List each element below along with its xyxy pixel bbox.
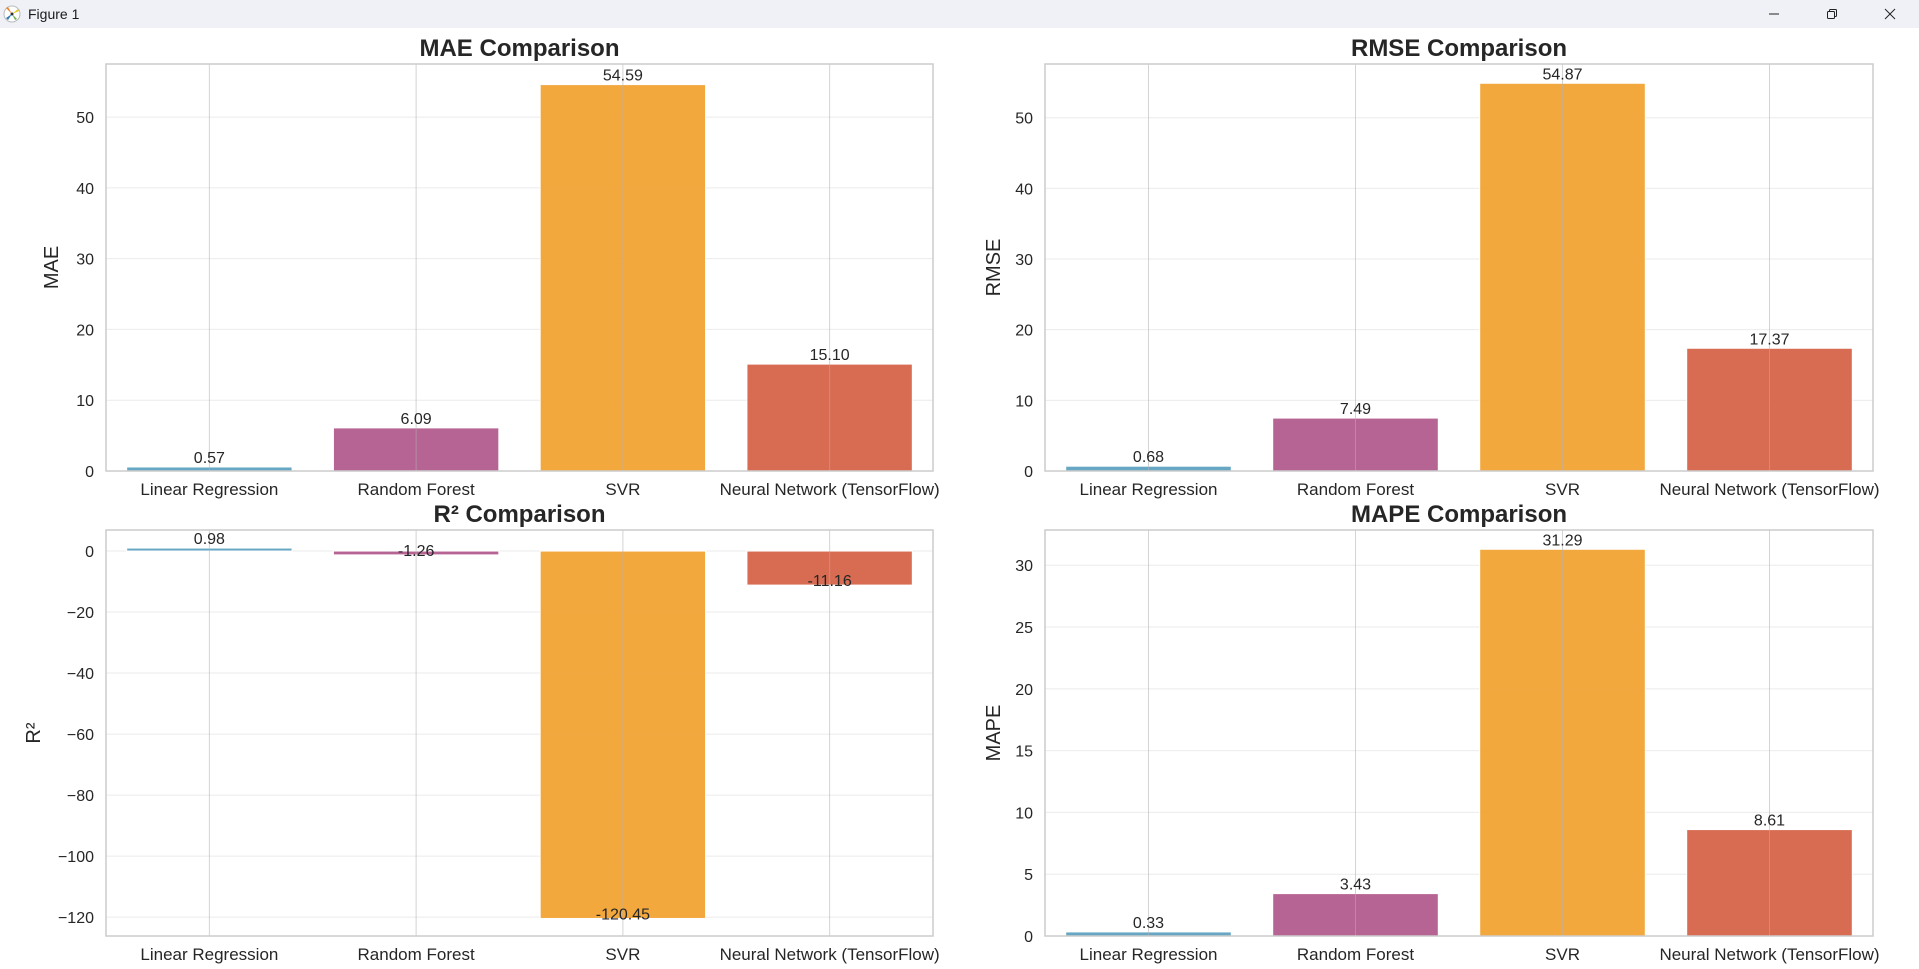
chart-title: MAPE Comparison	[1351, 501, 1567, 528]
y-tick-label: 0	[85, 544, 94, 561]
bar-value-label: 0.68	[1133, 449, 1164, 466]
bar-value-label: -120.45	[596, 906, 650, 923]
y-tick-label: 40	[76, 181, 94, 198]
x-tick-label: Linear Regression	[140, 480, 278, 499]
x-tick-label: Linear Regression	[140, 945, 278, 964]
y-tick-label: −120	[58, 910, 94, 927]
restore-icon	[1827, 9, 1837, 19]
axes-frame	[1044, 63, 1874, 472]
window-controls	[1745, 0, 1919, 28]
y-axis-label: RMSE	[983, 239, 1005, 297]
bar-value-label: 17.37	[1749, 331, 1789, 348]
bar-value-label: 8.61	[1754, 813, 1785, 830]
bar-value-label: 0.57	[194, 450, 225, 467]
x-tick-label: Random Forest	[358, 480, 475, 499]
y-tick-label: 10	[76, 393, 94, 410]
restore-button[interactable]	[1803, 0, 1861, 28]
y-tick-label: 30	[1015, 558, 1033, 575]
y-tick-label: −100	[58, 849, 94, 866]
x-tick-label: Neural Network (TensorFlow)	[720, 945, 940, 964]
bar-value-label: 54.59	[603, 68, 643, 85]
bar-value-label: 7.49	[1340, 401, 1371, 418]
bar-value-label: 0.33	[1133, 915, 1164, 932]
y-tick-label: 10	[1015, 805, 1033, 822]
y-tick-label: 20	[1015, 323, 1033, 340]
x-tick-label: SVR	[1545, 480, 1580, 499]
bar-value-label: -11.16	[808, 573, 852, 590]
y-axis-label: R²	[23, 722, 45, 743]
bar-value-label: 3.43	[1340, 877, 1371, 894]
y-tick-label: −40	[67, 666, 94, 683]
y-tick-label: 30	[1015, 252, 1033, 269]
window-title: Figure 1	[28, 6, 80, 22]
x-tick-label: Random Forest	[358, 945, 475, 964]
chart-title: R² Comparison	[433, 501, 605, 528]
bar-value-label: 15.10	[810, 347, 850, 364]
x-tick-label: Neural Network (TensorFlow)	[1659, 480, 1879, 499]
matplotlib-icon	[2, 4, 22, 24]
close-button[interactable]	[1861, 0, 1919, 28]
subplot-rmse: 0.68 7.49 54.87 17.37 0 10 20 30 40 50 Linear Regr…	[983, 35, 1880, 499]
plot-area	[106, 530, 933, 936]
bar-value-label: 31.29	[1542, 532, 1582, 549]
close-icon	[1884, 8, 1896, 20]
y-tick-label: −60	[67, 727, 94, 744]
y-tick-label: 50	[1015, 111, 1033, 128]
y-axis-label: MAE	[41, 246, 63, 289]
bar-value-label: 54.87	[1542, 66, 1582, 83]
y-tick-label: 5	[1024, 867, 1033, 884]
y-tick-label: 10	[1015, 393, 1033, 410]
axes-frame	[1044, 529, 1874, 937]
subplot-mape: 0.33 3.43 31.29 8.61 0 5 10 15 20 25 30 Linear Regr…	[983, 501, 1880, 964]
y-tick-label: −20	[67, 605, 94, 622]
x-tick-label: Linear Regression	[1080, 945, 1218, 964]
y-tick-label: 50	[76, 110, 94, 127]
y-tick-label: 20	[1015, 682, 1033, 699]
y-tick-label: −80	[67, 788, 94, 805]
subplot-mae: 0.57 6.09 54.59 15.10 0 10 20 30 40 50 Linear Regr…	[41, 35, 940, 499]
y-axis-label: MAPE	[983, 705, 1005, 762]
x-tick-label: Neural Network (TensorFlow)	[720, 480, 940, 499]
x-tick-label: Neural Network (TensorFlow)	[1659, 945, 1879, 964]
y-tick-label: 0	[85, 464, 94, 481]
y-tick-label: 20	[76, 322, 94, 339]
chart-title: MAE Comparison	[419, 35, 619, 62]
x-tick-label: Linear Regression	[1080, 480, 1218, 499]
y-tick-label: 15	[1015, 744, 1033, 761]
x-tick-label: Random Forest	[1297, 480, 1414, 499]
minimize-button[interactable]	[1745, 0, 1803, 28]
axes-frame	[105, 529, 934, 937]
x-tick-label: SVR	[605, 945, 640, 964]
chart-title: RMSE Comparison	[1351, 35, 1567, 62]
y-tick-label: 0	[1024, 929, 1033, 946]
bar-value-label: -1.26	[398, 543, 435, 560]
y-tick-label: 30	[76, 252, 94, 269]
subplot-r2: 0.98 -1.26 -120.45 -11.16 0 −20 −40 −60 −80 −100 −…	[23, 501, 940, 964]
x-tick-label: Random Forest	[1297, 945, 1414, 964]
window-titlebar: Figure 1	[0, 0, 1919, 28]
y-tick-label: 0	[1024, 464, 1033, 481]
x-tick-label: SVR	[605, 480, 640, 499]
y-tick-label: 40	[1015, 181, 1033, 198]
axes-frame	[105, 63, 934, 472]
bar-value-label: 0.98	[194, 531, 225, 548]
minimize-icon	[1769, 13, 1779, 15]
y-tick-label: 25	[1015, 620, 1033, 637]
bar-value-label: 6.09	[401, 411, 432, 428]
x-tick-label: SVR	[1545, 945, 1580, 964]
